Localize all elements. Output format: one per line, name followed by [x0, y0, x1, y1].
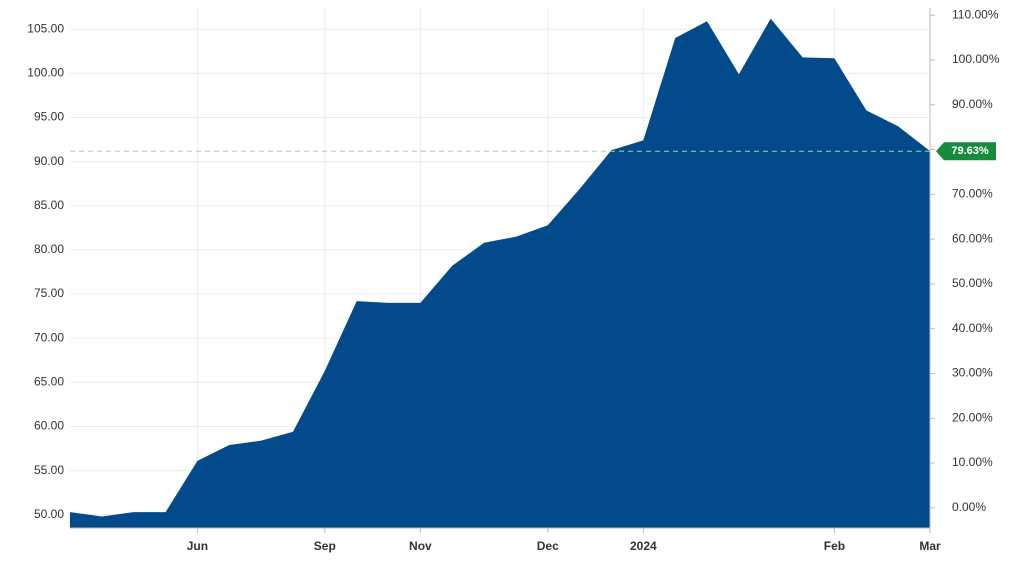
y2-tick-label: 30.00%: [952, 366, 993, 380]
y2-tick-label: 50.00%: [952, 276, 993, 290]
y-tick-label: 70.00: [34, 330, 64, 344]
y2-tick-label: 10.00%: [952, 455, 993, 469]
y-tick-label: 105.00: [27, 21, 64, 35]
area: [70, 18, 930, 528]
x-tick-label: Nov: [409, 539, 432, 553]
x-tick-label: Mar: [919, 539, 941, 553]
y2-tick-label: 20.00%: [952, 410, 993, 424]
y2-tick-label: 90.00%: [952, 97, 993, 111]
marker-tag: [936, 142, 996, 161]
x-tick-label: 2024: [630, 539, 657, 553]
y-tick-label: 80.00: [34, 242, 64, 256]
x-tick-label: Feb: [824, 539, 845, 553]
y-tick-label: 85.00: [34, 198, 64, 212]
y2-tick-label: 40.00%: [952, 321, 993, 335]
x-tick-label: Sep: [314, 539, 336, 553]
y-tick-label: 65.00: [34, 375, 64, 389]
y2-tick-label: 0.00%: [952, 500, 986, 514]
y2-tick-label: 100.00%: [952, 52, 1000, 66]
marker-label: 79.63%: [951, 145, 989, 157]
y-tick-label: 75.00: [34, 286, 64, 300]
y2-tick-label: 110.00%: [952, 7, 999, 21]
y-tick-label: 90.00: [34, 154, 64, 168]
x-tick-label: Dec: [537, 539, 559, 553]
y-tick-label: 60.00: [34, 419, 64, 433]
y-tick-label: 95.00: [34, 110, 64, 124]
y-tick-label: 100.00: [27, 66, 64, 80]
y2-tick-label: 70.00%: [952, 186, 993, 200]
y2-tick-label: 60.00%: [952, 231, 993, 245]
y-tick-label: 55.00: [34, 463, 64, 477]
y-tick-label: 50.00: [34, 507, 64, 521]
x-tick-label: Jun: [187, 539, 208, 553]
